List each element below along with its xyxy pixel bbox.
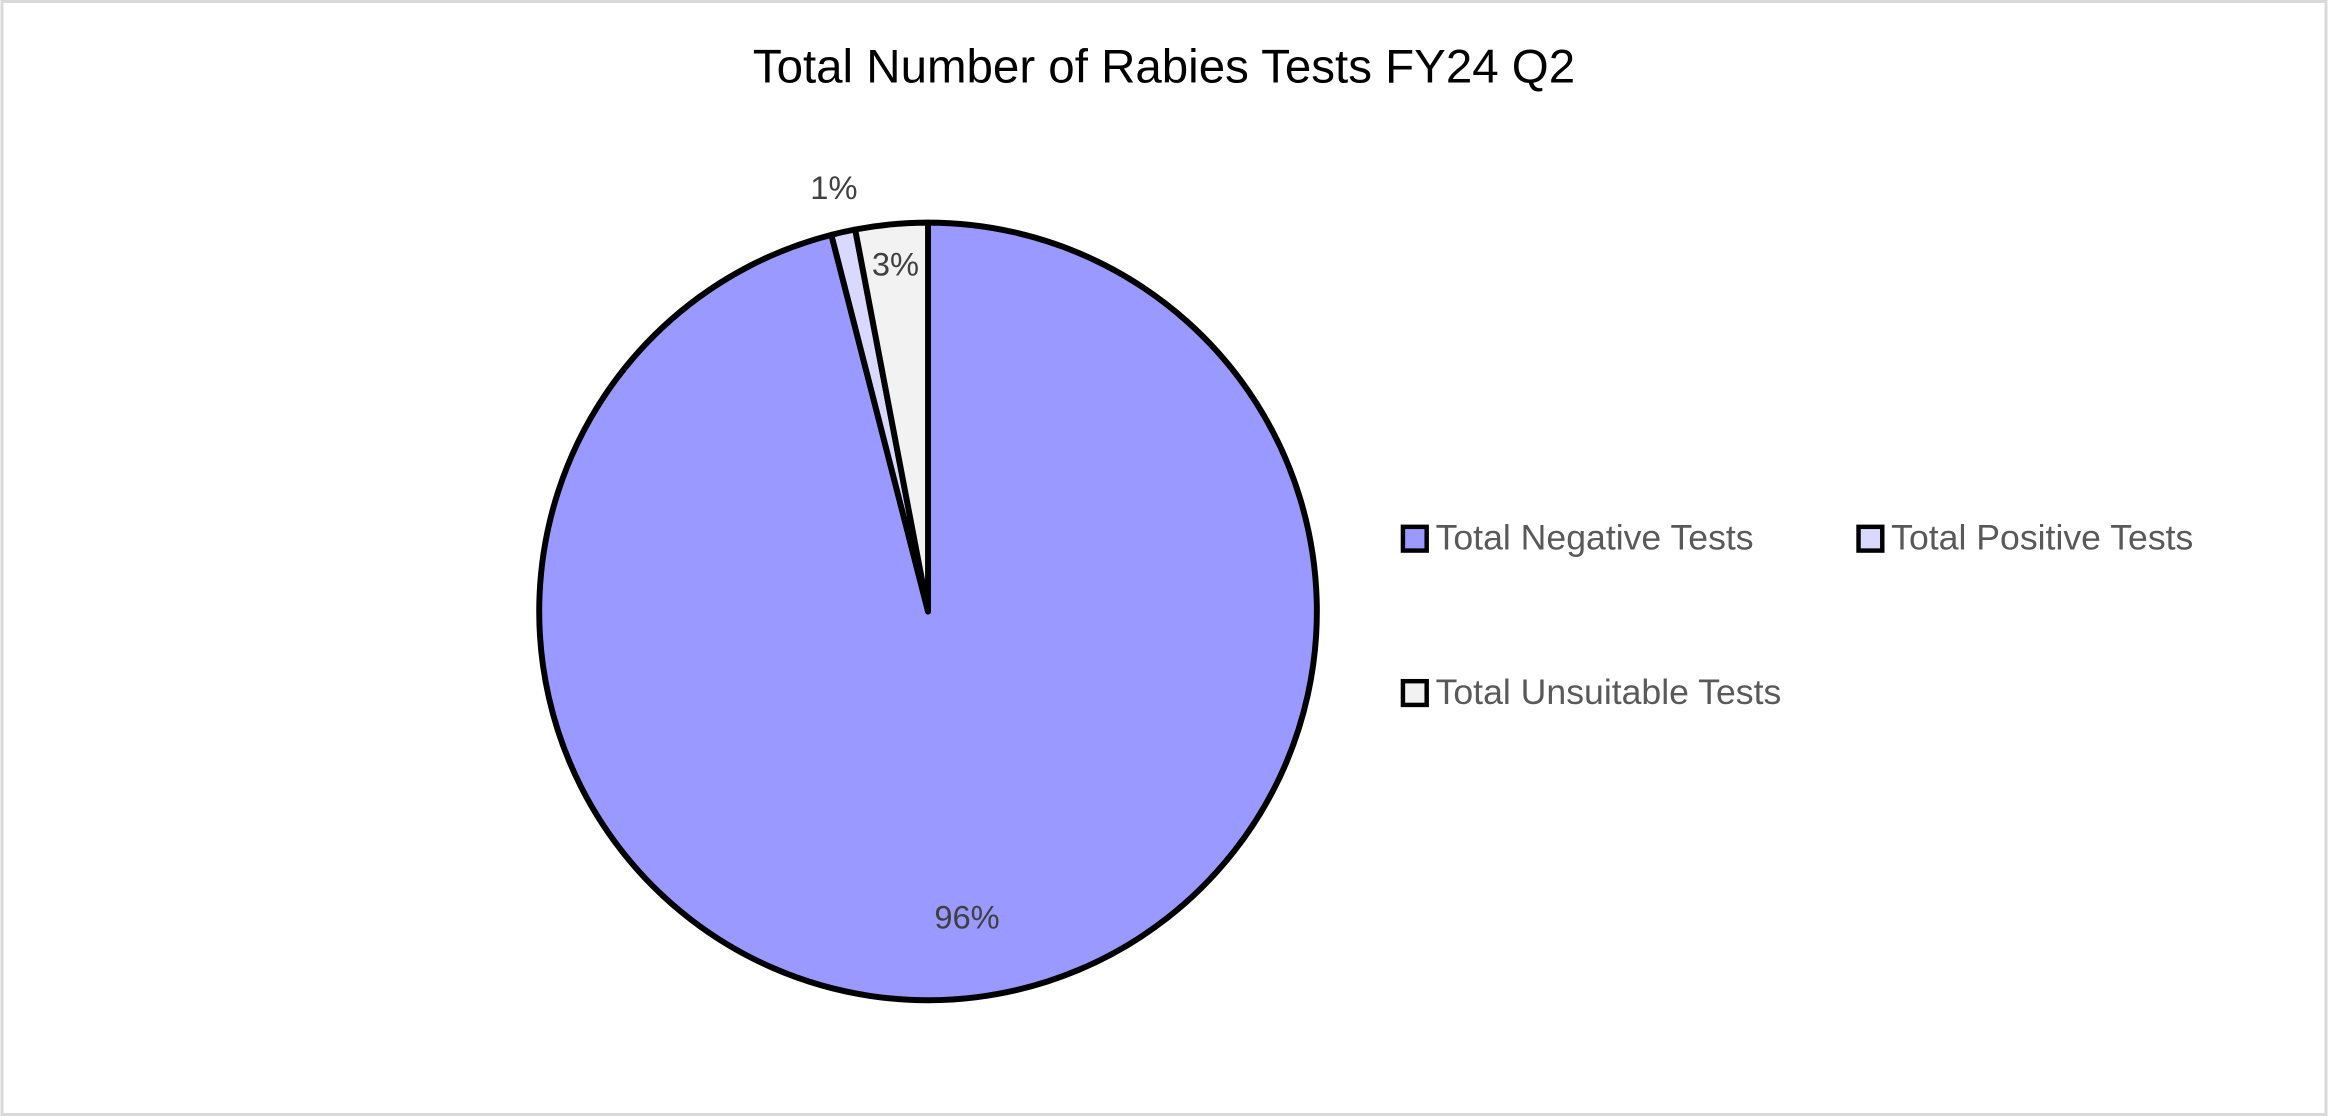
legend-swatch <box>1400 524 1429 553</box>
legend-label: Total Unsuitable Tests <box>1436 672 1782 712</box>
legend-label: Total Positive Tests <box>1891 518 2193 558</box>
legend-swatch <box>1400 678 1429 708</box>
data-label: 96% <box>934 899 999 936</box>
data-label: 3% <box>872 246 919 283</box>
legend-label: Total Negative Tests <box>1436 518 1754 558</box>
legend-swatch <box>1856 524 1885 553</box>
data-label: 1% <box>810 169 857 206</box>
pie-slice <box>852 219 932 615</box>
chart-title: Total Number of Rabies Tests FY24 Q2 <box>753 40 1575 93</box>
